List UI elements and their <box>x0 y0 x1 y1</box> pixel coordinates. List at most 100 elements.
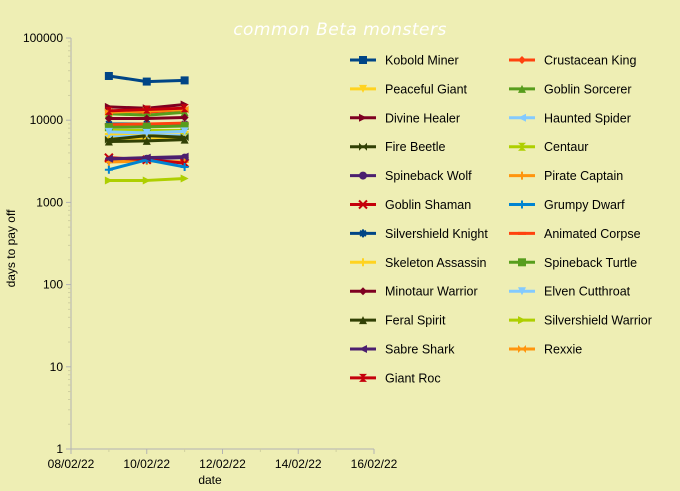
legend-marker <box>359 345 367 353</box>
y-tick-label: 1 <box>56 442 63 456</box>
legend-label: Goblin Shaman <box>385 198 471 212</box>
legend-marker <box>359 316 367 325</box>
legend-marker <box>358 199 368 210</box>
legend-label: Skeleton Assassin <box>385 256 486 270</box>
legend-item: Divine Healer <box>350 111 460 125</box>
legend-item: Haunted Spider <box>509 111 631 125</box>
legend-marker <box>359 258 367 267</box>
data-point <box>180 76 189 85</box>
legend-marker <box>518 316 526 325</box>
data-point <box>104 154 113 163</box>
legend-item: Peaceful Giant <box>350 82 468 96</box>
legend-item: Goblin Sorcerer <box>509 82 632 96</box>
data-point <box>180 122 189 131</box>
data-point <box>180 108 189 117</box>
data-point <box>142 176 151 185</box>
data-point <box>180 135 189 144</box>
legend-marker <box>518 345 526 353</box>
legend-item: Sabre Shark <box>350 343 455 357</box>
series-15 <box>104 122 189 132</box>
legend-label: Silvershield Warrior <box>544 314 652 328</box>
data-point <box>180 113 189 122</box>
data-point <box>142 105 151 114</box>
legend-label: Haunted Spider <box>544 111 631 125</box>
legend-label: Rexxie <box>544 343 582 357</box>
data-point <box>104 114 113 123</box>
legend-label: Peaceful Giant <box>385 82 468 96</box>
legend-marker <box>518 200 526 209</box>
series-20 <box>104 152 189 163</box>
legend-marker <box>518 171 526 180</box>
legend: Kobold Miner Crustacean King Peaceful Gian… <box>350 54 652 385</box>
series-19 <box>104 174 189 185</box>
legend-item: Spineback Turtle <box>509 256 637 270</box>
legend-label: Grumpy Dwarf <box>544 198 625 212</box>
series-22 <box>104 104 189 115</box>
data-point <box>142 136 151 145</box>
data-point <box>180 127 189 136</box>
legend-item: Centaur <box>509 140 588 154</box>
legend-item: Fire Beetle <box>350 140 445 154</box>
series-0 <box>104 71 189 86</box>
x-tick-label: 16/02/22 <box>351 457 398 471</box>
series-layer <box>104 71 190 185</box>
legend-label: Spineback Wolf <box>385 169 472 183</box>
legend-label: Sabre Shark <box>385 343 455 357</box>
legend-item: Goblin Shaman <box>350 198 471 212</box>
y-axis-title: days to pay off <box>4 209 18 287</box>
legend-marker <box>359 56 367 64</box>
legend-marker <box>359 142 367 151</box>
x-tick-label: 10/02/22 <box>123 457 170 471</box>
series-17 <box>104 127 189 137</box>
legend-marker <box>518 142 526 151</box>
legend-marker <box>518 287 526 296</box>
series-16 <box>104 113 189 123</box>
data-point <box>180 104 189 113</box>
legend-item: Crustacean King <box>509 54 636 68</box>
legend-item: Skeleton Assassin <box>350 256 486 270</box>
x-axis-title: date <box>198 473 222 487</box>
legend-label: Goblin Sorcerer <box>544 82 632 96</box>
legend-marker <box>359 113 367 122</box>
data-point <box>104 127 113 136</box>
legend-marker <box>518 113 526 122</box>
legend-label: Spineback Turtle <box>544 256 637 270</box>
data-point <box>104 123 113 132</box>
legend-item: Silvershield Warrior <box>509 314 652 328</box>
legend-item: Feral Spirit <box>350 314 446 328</box>
data-point <box>104 106 113 115</box>
legend-label: Centaur <box>544 140 588 154</box>
legend-marker <box>359 84 367 93</box>
data-point <box>142 114 151 123</box>
legend-marker <box>359 229 367 238</box>
chart-title: common Beta monsters <box>233 20 447 40</box>
legend-item: Giant Roc <box>350 371 441 385</box>
legend-label: Minotaur Warrior <box>385 285 478 299</box>
data-point <box>104 165 113 174</box>
y-tick-label: 1000 <box>36 195 63 209</box>
legend-marker <box>518 84 526 93</box>
data-point <box>104 137 113 146</box>
data-point <box>142 122 151 131</box>
legend-item: Animated Corpse <box>509 227 641 241</box>
legend-label: Giant Roc <box>385 371 441 385</box>
legend-marker <box>359 373 367 382</box>
y-tick-label: 100000 <box>23 31 63 45</box>
legend-item: Grumpy Dwarf <box>509 198 625 212</box>
y-tick-label: 10 <box>50 360 64 374</box>
x-tick-label: 12/02/22 <box>199 457 246 471</box>
legend-marker <box>518 258 526 267</box>
legend-marker <box>359 287 367 296</box>
legend-item: Pirate Captain <box>509 169 623 183</box>
legend-label: Kobold Miner <box>385 54 459 68</box>
legend-item: Kobold Miner <box>350 54 459 68</box>
legend-item: Silvershield Knight <box>350 227 488 241</box>
data-point <box>180 152 189 161</box>
y-tick-label: 100 <box>43 278 63 292</box>
legend-label: Crustacean King <box>544 54 636 68</box>
data-point <box>104 176 113 185</box>
legend-label: Silvershield Knight <box>385 227 488 241</box>
legend-label: Divine Healer <box>385 111 460 125</box>
legend-label: Elven Cutthroat <box>544 285 631 299</box>
data-point <box>142 77 151 86</box>
